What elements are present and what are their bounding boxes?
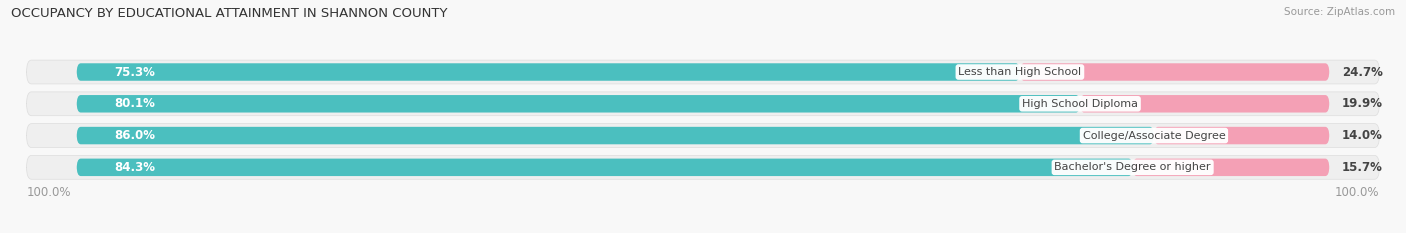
Text: 75.3%: 75.3% bbox=[114, 65, 155, 79]
FancyBboxPatch shape bbox=[27, 92, 1379, 116]
Text: Bachelor's Degree or higher: Bachelor's Degree or higher bbox=[1054, 162, 1211, 172]
Text: 19.9%: 19.9% bbox=[1341, 97, 1384, 110]
Text: 24.7%: 24.7% bbox=[1341, 65, 1382, 79]
FancyBboxPatch shape bbox=[1154, 127, 1329, 144]
Text: 14.0%: 14.0% bbox=[1341, 129, 1382, 142]
Text: 100.0%: 100.0% bbox=[27, 186, 72, 199]
Text: 84.3%: 84.3% bbox=[114, 161, 155, 174]
Text: Less than High School: Less than High School bbox=[959, 67, 1081, 77]
Text: High School Diploma: High School Diploma bbox=[1022, 99, 1137, 109]
Text: 80.1%: 80.1% bbox=[114, 97, 155, 110]
FancyBboxPatch shape bbox=[77, 159, 1133, 176]
FancyBboxPatch shape bbox=[27, 60, 1379, 84]
Text: 15.7%: 15.7% bbox=[1341, 161, 1382, 174]
FancyBboxPatch shape bbox=[27, 124, 1379, 147]
Text: OCCUPANCY BY EDUCATIONAL ATTAINMENT IN SHANNON COUNTY: OCCUPANCY BY EDUCATIONAL ATTAINMENT IN S… bbox=[11, 7, 447, 20]
FancyBboxPatch shape bbox=[1080, 95, 1329, 113]
Text: College/Associate Degree: College/Associate Degree bbox=[1083, 130, 1225, 140]
Text: 86.0%: 86.0% bbox=[114, 129, 155, 142]
FancyBboxPatch shape bbox=[1133, 159, 1329, 176]
FancyBboxPatch shape bbox=[77, 63, 1019, 81]
FancyBboxPatch shape bbox=[27, 155, 1379, 179]
Text: Source: ZipAtlas.com: Source: ZipAtlas.com bbox=[1284, 7, 1395, 17]
FancyBboxPatch shape bbox=[1019, 63, 1329, 81]
FancyBboxPatch shape bbox=[77, 127, 1154, 144]
FancyBboxPatch shape bbox=[77, 95, 1080, 113]
Text: 100.0%: 100.0% bbox=[1334, 186, 1379, 199]
